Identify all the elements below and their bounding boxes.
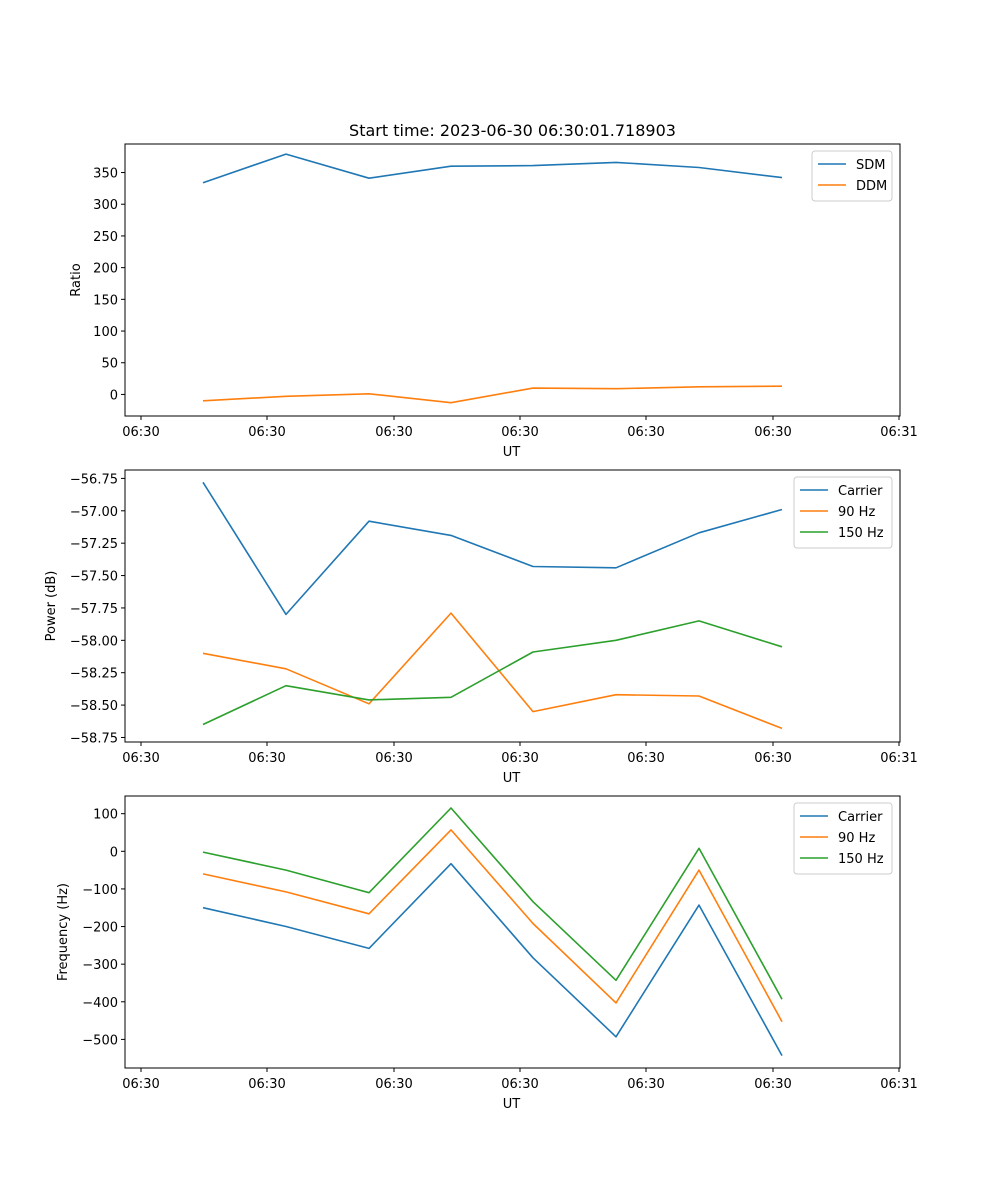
series-line-carrier bbox=[202, 481, 783, 616]
y-tick-label: 0 bbox=[110, 388, 118, 403]
x-tick-label: 06:31 bbox=[880, 1077, 917, 1092]
y-axis-label: Frequency (Hz) bbox=[56, 883, 71, 981]
y-tick-label: 300 bbox=[93, 198, 118, 213]
x-axis-label: UT bbox=[503, 445, 521, 460]
legend-label: Carrier bbox=[838, 810, 883, 825]
x-tick-label: 06:30 bbox=[501, 1077, 538, 1092]
y-tick-label: 200 bbox=[93, 262, 118, 277]
y-axis-label: Power (dB) bbox=[44, 571, 59, 642]
legend-label: 90 Hz bbox=[838, 831, 875, 846]
series-line-carrier bbox=[202, 862, 783, 1056]
legend-label: 90 Hz bbox=[838, 505, 875, 520]
series-line-90-hz bbox=[202, 612, 783, 730]
series-line-150-hz bbox=[202, 620, 783, 726]
y-tick-label: −200 bbox=[82, 921, 118, 936]
subplot-2: −56.75 −57.00 −57.25 −57.50 −57.75 −58.00 −58.… bbox=[44, 469, 918, 786]
legend-label: SDM bbox=[856, 158, 885, 173]
x-axis-label: UT bbox=[503, 771, 521, 786]
x-tick-label: 06:30 bbox=[248, 751, 285, 766]
y-tick-label: −56.75 bbox=[70, 472, 118, 487]
x-tick-label: 06:30 bbox=[627, 425, 664, 440]
x-tick-label: 06:30 bbox=[248, 425, 285, 440]
x-tick-label: 06:30 bbox=[627, 751, 664, 766]
y-tick-label: 150 bbox=[93, 293, 118, 308]
y-tick-label: 250 bbox=[93, 230, 118, 245]
y-tick-label: 50 bbox=[101, 357, 118, 372]
legend-box bbox=[793, 802, 893, 875]
x-tick-label: 06:30 bbox=[754, 425, 791, 440]
legend: Carrier 90 Hz 150 Hz bbox=[793, 802, 893, 875]
y-tick-label: −400 bbox=[82, 996, 118, 1011]
x-tick-label: 06:30 bbox=[248, 1077, 285, 1092]
plot-frame bbox=[124, 143, 901, 417]
subplot-3: 100 0 −100 −200 −300 −400 −500 06:30 06:30 06:30 0… bbox=[56, 795, 918, 1112]
legend-label: 150 Hz bbox=[838, 526, 884, 541]
x-tick-label: 06:30 bbox=[122, 751, 159, 766]
chart-title: Start time: 2023-06-30 06:30:01.718903 bbox=[349, 121, 676, 140]
y-tick-label: −300 bbox=[82, 958, 118, 973]
series-line-sdm bbox=[202, 153, 783, 184]
x-axis-label: UT bbox=[503, 1097, 521, 1112]
series-line-90-hz bbox=[202, 829, 783, 1023]
x-tick-label: 06:30 bbox=[122, 425, 159, 440]
series-line-150-hz bbox=[202, 807, 783, 1000]
plot-frame bbox=[124, 469, 901, 743]
subplot-1: Start time: 2023-06-30 06:30:01.718903 0 5… bbox=[69, 121, 918, 460]
x-tick-label: 06:30 bbox=[375, 425, 412, 440]
y-axis-label: Ratio bbox=[69, 263, 84, 296]
x-tick-label: 06:30 bbox=[754, 1077, 791, 1092]
y-tick-label: −58.00 bbox=[70, 634, 118, 649]
y-tick-label: 350 bbox=[93, 167, 118, 182]
y-tick-label: 100 bbox=[93, 808, 118, 823]
x-tick-label: 06:30 bbox=[501, 425, 538, 440]
y-tick-label: −57.25 bbox=[70, 537, 118, 552]
legend-label: 150 Hz bbox=[838, 852, 884, 867]
y-tick-label: −57.00 bbox=[70, 505, 118, 520]
y-tick-label: −58.25 bbox=[70, 667, 118, 682]
y-tick-label: −58.75 bbox=[70, 731, 118, 746]
legend: Carrier 90 Hz 150 Hz bbox=[793, 476, 893, 549]
y-tick-label: −58.50 bbox=[70, 699, 118, 714]
x-tick-label: 06:30 bbox=[375, 751, 412, 766]
y-tick-label: −100 bbox=[82, 883, 118, 898]
x-tick-label: 06:31 bbox=[880, 425, 917, 440]
x-tick-label: 06:31 bbox=[880, 751, 917, 766]
legend: SDM DDM bbox=[811, 150, 893, 202]
y-tick-label: −500 bbox=[82, 1033, 118, 1048]
y-tick-label: 100 bbox=[93, 325, 118, 340]
legend-label: Carrier bbox=[838, 484, 883, 499]
x-tick-label: 06:30 bbox=[501, 751, 538, 766]
x-tick-label: 06:30 bbox=[627, 1077, 664, 1092]
x-tick-label: 06:30 bbox=[754, 751, 791, 766]
series-line-ddm bbox=[202, 385, 783, 404]
x-tick-label: 06:30 bbox=[375, 1077, 412, 1092]
y-tick-label: 0 bbox=[110, 845, 118, 860]
legend-box bbox=[793, 476, 893, 549]
y-tick-label: −57.50 bbox=[70, 570, 118, 585]
x-tick-label: 06:30 bbox=[122, 1077, 159, 1092]
legend-label: DDM bbox=[856, 179, 887, 194]
y-tick-label: −57.75 bbox=[70, 602, 118, 617]
plot-frame bbox=[124, 795, 901, 1069]
